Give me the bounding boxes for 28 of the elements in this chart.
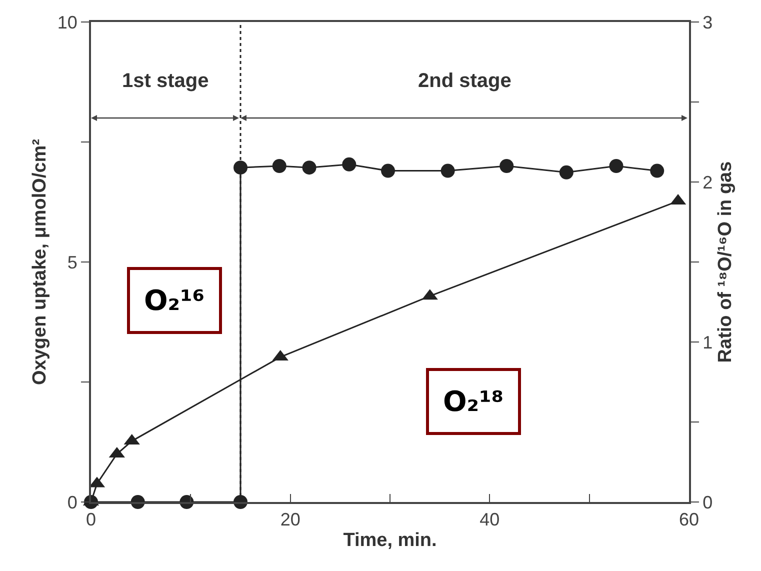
- annotation: O₂¹⁶: [144, 284, 205, 317]
- point: [272, 159, 286, 173]
- x-tick-label: 60: [678, 510, 700, 530]
- y2-tick-label: 3: [702, 12, 713, 32]
- point: [302, 160, 316, 175]
- point: [500, 159, 514, 173]
- x-tick-label: 0: [86, 510, 96, 530]
- annotation: 2nd stage: [418, 70, 512, 92]
- x-tick-label: 20: [280, 510, 300, 530]
- point: [559, 165, 574, 180]
- y2-axis-title: Ratio of ¹⁸O/¹⁶O in gas: [714, 161, 736, 363]
- point: [650, 164, 664, 178]
- x-axis-title: Time, min.: [343, 530, 437, 551]
- annotation: O₂¹⁸: [443, 385, 504, 418]
- x-tick-label: 40: [480, 510, 500, 530]
- point: [609, 159, 624, 173]
- point: [440, 164, 455, 178]
- annotation: 1st stage: [122, 70, 209, 92]
- y2-tick-label: 1: [702, 332, 713, 352]
- y-tick-label: 0: [67, 492, 78, 512]
- point: [381, 164, 396, 178]
- y2-tick-label: 2: [702, 172, 713, 192]
- y-tick-label: 5: [67, 252, 78, 272]
- point: [234, 160, 248, 175]
- point: [342, 157, 356, 172]
- y2-tick-label: 0: [702, 492, 713, 512]
- y-axis-title: Oxygen uptake, μmolO/cm²: [30, 138, 51, 386]
- y-tick-label: 10: [57, 12, 78, 32]
